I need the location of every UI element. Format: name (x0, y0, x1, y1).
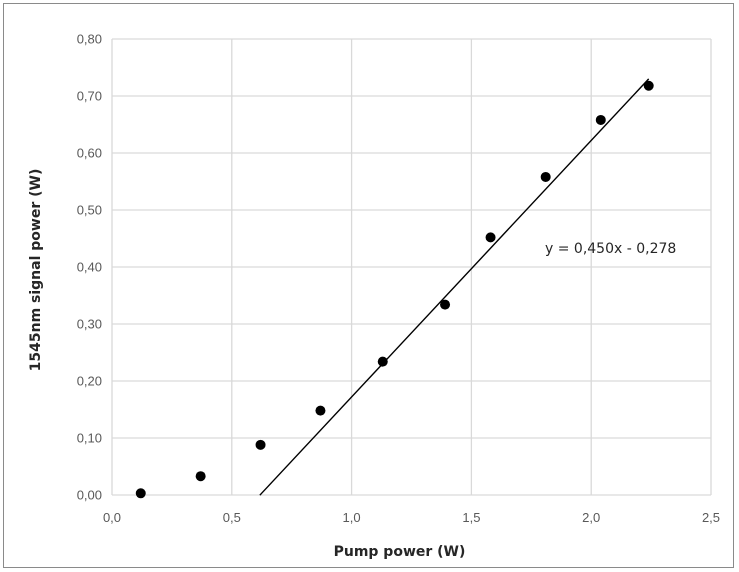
chart-frame (3, 3, 734, 568)
y-tick-label: 0,00 (77, 488, 102, 503)
y-tick-label: 0,40 (77, 260, 102, 275)
y-tick-label: 0,50 (77, 203, 102, 218)
tick-labels: 0,00 0,10 0,20 0,30 0,40 0,50 0,60 0,70 0,80 0,0 0… (77, 32, 720, 526)
data-point (315, 405, 326, 416)
data-point (195, 471, 206, 482)
trendline (259, 78, 650, 496)
y-tick-label: 0,10 (77, 431, 102, 446)
y-tick-label: 0,70 (77, 89, 102, 104)
data-point (440, 299, 451, 310)
data-point (595, 114, 606, 125)
y-axis-title: 1545nm signal power (W) (28, 169, 44, 372)
data-point (643, 80, 654, 91)
data-point (135, 488, 146, 499)
data-points (135, 80, 654, 499)
y-tick-label: 0,20 (77, 374, 102, 389)
x-axis-title: Pump power (W) (334, 544, 466, 560)
x-tick-label: 2,0 (582, 510, 600, 525)
data-point (540, 171, 551, 182)
y-tick-label: 0,60 (77, 146, 102, 161)
data-point (377, 356, 388, 367)
data-point (485, 232, 496, 243)
x-tick-label: 0,0 (103, 510, 121, 525)
x-tick-label: 2,5 (702, 510, 720, 525)
x-tick-label: 0,5 (223, 510, 241, 525)
data-point (255, 439, 266, 450)
trendline-equation: y = 0,450x - 0,278 (545, 241, 676, 257)
grid (111, 38, 712, 496)
x-tick-label: 1,0 (343, 510, 361, 525)
x-tick-label: 1,5 (462, 510, 480, 525)
y-tick-label: 0,80 (77, 32, 102, 47)
y-tick-label: 0,30 (77, 317, 102, 332)
